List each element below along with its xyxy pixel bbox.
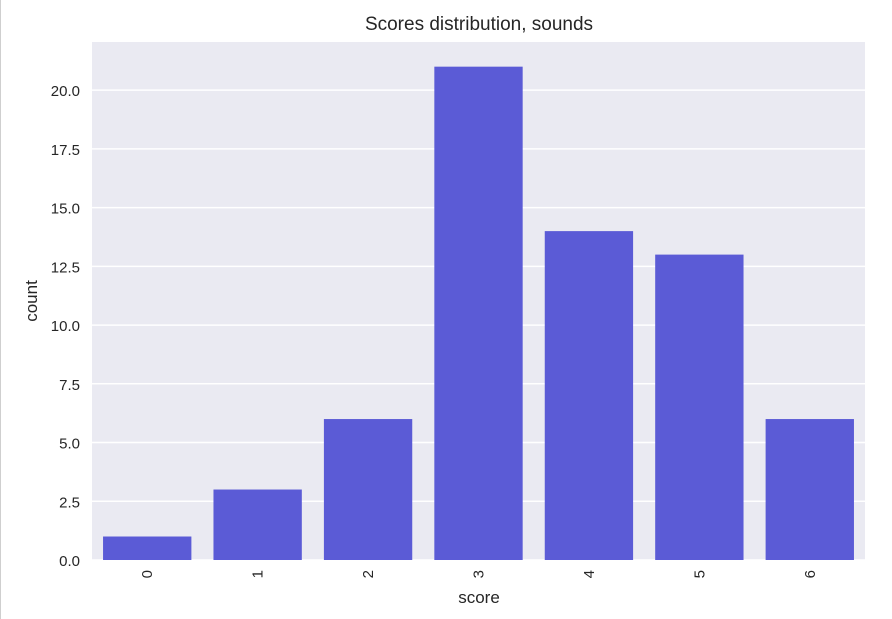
y-tick-label: 0.0 — [59, 553, 80, 570]
x-tick-label: 0 — [139, 570, 156, 578]
bar-score-2 — [323, 419, 413, 560]
x-tick-label: 1 — [250, 570, 267, 578]
chart-title: Scores distribution, sounds — [365, 14, 593, 35]
bars — [103, 66, 854, 561]
y-tick-label: 2.5 — [59, 494, 80, 511]
bar-score-5 — [655, 254, 744, 560]
x-tick-label: 4 — [581, 570, 598, 578]
y-axis-label: count — [22, 280, 41, 322]
x-tick-label: 3 — [471, 570, 488, 578]
x-tick-label: 5 — [691, 570, 708, 578]
y-tick-label: 17.5 — [51, 142, 80, 159]
bar-score-6 — [765, 419, 854, 560]
y-tick-labels: 0.0 2.5 5.0 7.5 10.0 12.5 15.0 17.5 20.0 — [51, 83, 80, 570]
x-tick-labels: 0 1 2 3 4 5 6 — [139, 570, 819, 578]
bar-score-0 — [103, 536, 192, 560]
x-axis-label: score — [458, 588, 500, 607]
bar-score-4 — [544, 231, 634, 560]
y-tick-label: 7.5 — [59, 377, 80, 394]
x-tick-label: 6 — [802, 570, 819, 578]
y-tick-label: 12.5 — [51, 259, 80, 276]
y-tick-label: 20.0 — [51, 83, 80, 100]
bar-score-3 — [434, 66, 523, 561]
y-tick-label: 10.0 — [51, 318, 80, 335]
figure-left-border — [0, 0, 1, 619]
x-tick-label: 2 — [360, 570, 377, 578]
y-tick-label: 15.0 — [51, 201, 80, 218]
bar-score-1 — [213, 489, 302, 560]
y-tick-label: 5.0 — [59, 436, 80, 453]
